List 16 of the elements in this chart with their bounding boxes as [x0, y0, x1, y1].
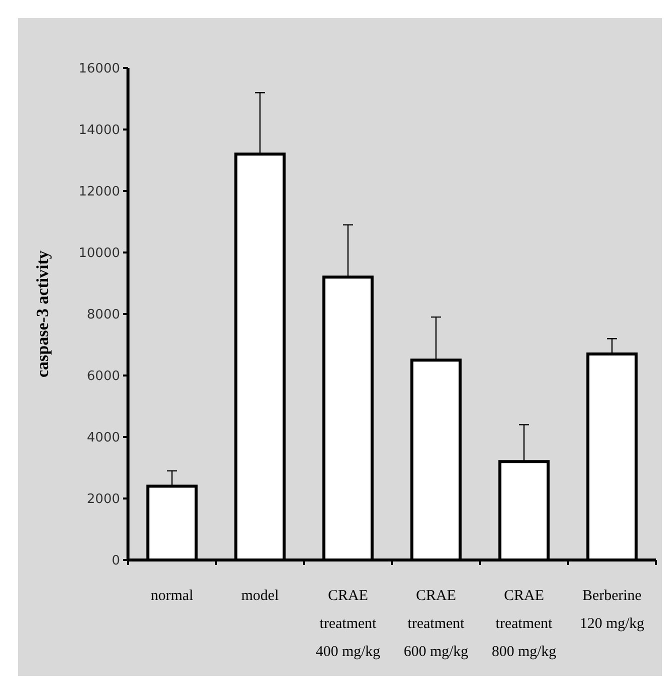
y-tick-label: 16000 [78, 62, 120, 77]
y-axis-title: caspase-3 activity [33, 250, 52, 378]
x-tick-label: model [241, 588, 279, 604]
x-tick-label: normal [150, 588, 194, 604]
y-tick-label: 6000 [86, 369, 120, 384]
y-tick-label: 8000 [86, 308, 120, 323]
x-tick-label: CRAE treatment 600 mg/kg [404, 588, 469, 660]
x-tick-label: CRAE treatment 800 mg/kg [492, 588, 557, 660]
x-tick-label: Berberine 120 mg/kg [580, 588, 645, 632]
y-tick-label: 2000 [86, 492, 120, 508]
y-tick-label: 14000 [78, 123, 120, 138]
y-tick-label: 0 [112, 554, 120, 569]
x-tick-label: CRAE treatment 400 mg/kg [316, 588, 381, 660]
y-tick-label: 4000 [86, 430, 120, 446]
y-tick-label: 10000 [78, 246, 120, 262]
y-tick-label: 12000 [78, 184, 120, 200]
